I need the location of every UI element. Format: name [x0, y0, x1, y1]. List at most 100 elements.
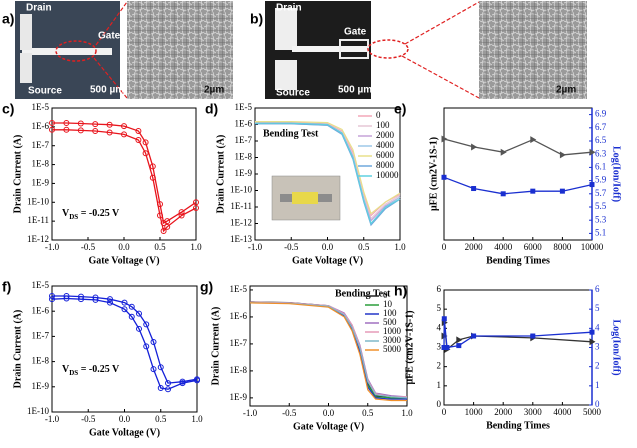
legend-label: 3000 — [383, 335, 402, 345]
panel-label: e) — [394, 101, 406, 117]
y-tick-label: 1E-10 — [230, 185, 252, 195]
zoom-ellipse — [367, 39, 409, 59]
y-tick-label: 1E-6 — [32, 121, 50, 131]
annotation: Bending Test — [263, 128, 319, 139]
marker — [164, 223, 171, 230]
marker — [444, 345, 450, 350]
x-tick-label: 0.5 — [154, 242, 166, 252]
y-tick-label: 1E-12 — [27, 234, 49, 244]
x-tick-label: 1.0 — [190, 242, 202, 252]
scale-bar-label: 500 µm — [338, 85, 372, 96]
x-axis-label: Bending Times — [486, 420, 550, 431]
marker — [49, 293, 55, 300]
electrode — [275, 8, 297, 50]
sem-image — [127, 1, 233, 99]
x-tick-label: 2000 — [465, 242, 484, 252]
x-tick-label: -0.5 — [282, 408, 297, 418]
marker — [92, 296, 99, 303]
y2-tick-label: 6.9 — [595, 109, 607, 119]
series-line — [443, 318, 593, 349]
marker — [149, 163, 156, 170]
x-axis-label: Bending Times — [486, 255, 550, 266]
x-tick-label: 1.0 — [401, 408, 413, 418]
zoom-line — [401, 55, 480, 99]
y2-tick-label: 5.9 — [595, 175, 607, 185]
panel-label: h) — [394, 283, 407, 299]
y-tick-label: 1E-10 — [27, 406, 49, 416]
x-tick-label: 0.5 — [155, 414, 167, 424]
marker — [530, 188, 536, 194]
x-axis-label: Gate Voltage (V) — [89, 427, 160, 438]
zoom-line — [95, 1, 128, 46]
marker — [121, 131, 127, 138]
x-tick-label: 4000 — [494, 242, 513, 252]
x-axis-label: Gate Voltage (V) — [292, 255, 363, 266]
series-line — [443, 138, 593, 156]
electrode — [20, 53, 32, 83]
marker — [106, 121, 113, 128]
marker — [193, 204, 199, 211]
marker — [121, 123, 127, 130]
y-tick-label: 1E-5 — [230, 284, 248, 294]
marker — [164, 218, 171, 225]
x-tick-label: 4000 — [553, 407, 572, 417]
legend-label: 500 — [383, 317, 397, 327]
y2-tick-label: 6.1 — [595, 161, 606, 171]
panel-label: b) — [250, 11, 263, 27]
marker — [559, 151, 566, 159]
x-tick-label: 3000 — [524, 407, 543, 417]
electrode — [20, 14, 32, 50]
marker — [471, 333, 477, 339]
panel-label: g) — [200, 279, 213, 295]
marker — [500, 191, 506, 197]
y-tick-label: 3 — [437, 342, 442, 352]
y-tick-label: 5 — [437, 303, 442, 313]
marker — [142, 150, 149, 157]
y2-tick-label: 5.3 — [595, 214, 607, 224]
y2-tick-label: 5.1 — [595, 227, 606, 237]
series-line — [255, 122, 401, 225]
marker — [136, 310, 142, 317]
x-tick-label: 1.0 — [394, 242, 406, 252]
marker — [179, 380, 186, 387]
photo-label: Source — [276, 88, 310, 99]
panel-label: d) — [205, 101, 218, 117]
x-tick-label: 0.0 — [322, 242, 334, 252]
marker — [500, 148, 507, 156]
zoom-ellipse — [55, 40, 97, 62]
series-line — [249, 302, 408, 399]
y-tick-label: 1E-11 — [27, 215, 49, 225]
y-tick-label: 1E-6 — [32, 305, 50, 315]
marker — [530, 136, 537, 144]
photo-label: Gate — [98, 31, 121, 42]
photo-label: Drain — [26, 3, 52, 14]
y-tick-label: 1 — [437, 380, 442, 390]
y2-tick-label: 6.3 — [595, 148, 607, 158]
y-tick-label: 1E-5 — [32, 280, 50, 290]
annotation-part: DS — [69, 369, 78, 377]
y-axis-label: Drain Current (A) — [12, 135, 23, 214]
y-axis-label: Drain Current (A) — [12, 310, 23, 389]
annotation: VDS = -0.25 V — [62, 364, 120, 376]
marker — [107, 296, 113, 303]
legend-label: 100 — [383, 308, 397, 318]
y-tick-label: 1E-8 — [32, 356, 50, 366]
marker — [157, 364, 164, 371]
annotation-part: V — [62, 364, 70, 375]
marker — [193, 199, 199, 206]
marker — [456, 343, 462, 349]
scale-bar-label: 500 µm — [90, 85, 124, 96]
legend-label: 2000 — [376, 130, 395, 140]
marker — [121, 306, 128, 313]
x-tick-label: -1.0 — [45, 414, 60, 424]
marker — [165, 380, 171, 387]
y-tick-label: 1E-7 — [230, 338, 248, 348]
plot-frame — [443, 107, 593, 241]
marker — [92, 121, 99, 128]
marker — [149, 174, 156, 181]
y2-axis-label: Log(Ion/Ioff) — [611, 319, 622, 375]
y-tick-label: 1E-7 — [32, 330, 50, 340]
electrode — [275, 60, 297, 90]
marker — [77, 120, 84, 127]
